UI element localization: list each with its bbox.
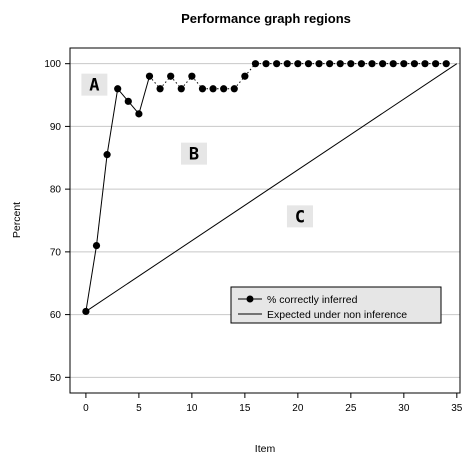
series-correctly-inferred-point [156,85,164,93]
series-correctly-inferred-point [442,60,450,68]
series-correctly-inferred-point [368,60,376,68]
series-correctly-inferred-segment [159,75,172,90]
x-axis-title: Item [255,443,276,455]
series-correctly-inferred-segment [233,75,246,90]
series-correctly-inferred-point [400,60,408,68]
region-box-c [286,205,313,228]
series-correctly-inferred-segment [106,88,119,155]
series-correctly-inferred-point [209,85,217,93]
series-correctly-inferred-point [251,60,260,68]
region-box-a [81,73,108,96]
y-tick-label-60: 60 [50,310,62,321]
series-correctly-inferred-point [198,85,207,93]
series-correctly-inferred-point [114,85,122,93]
series-expected-line [85,63,458,312]
axes-group: 50 60 70 80 90 100 0 5 10 15 20 25 30 35 [44,59,463,414]
legend-box [230,286,442,324]
series-correctly-inferred-point [389,60,397,68]
series-correctly-inferred-segment [85,245,97,312]
series-correctly-inferred-segment [191,75,203,90]
series-correctly-inferred-point [230,85,238,93]
series-correctly-inferred-point [347,60,355,68]
x-tick-label-10: 10 [186,403,198,414]
series-correctly-inferred-point [220,85,228,93]
x-tick-label-30: 30 [398,403,410,414]
series-correctly-inferred-point [82,307,90,316]
y-tick-label-100: 100 [44,59,61,70]
y-axis-title: Percent [11,202,23,238]
series-correctly-inferred-point [135,110,143,118]
series-correctly-inferred-point [326,60,334,68]
series-correctly-inferred-point [167,72,175,80]
plot-area-frame [69,47,461,394]
series-correctly-inferred-point [188,72,196,80]
series-correctly-inferred-point [432,60,440,68]
series-correctly-inferred-segment [244,63,256,77]
series-correctly-inferred-point [294,60,302,68]
series-correctly-inferred-point [262,60,270,68]
series-correctly-inferred-point [379,60,387,68]
series-correctly-inferred-point [283,60,291,68]
y-tick-label-90: 90 [50,122,62,133]
series-correctly-inferred-segment [170,75,182,90]
series-group [82,60,458,316]
series-correctly-inferred-segment [138,76,150,114]
x-tick-label-5: 5 [136,403,142,414]
legend-label-expected: Expected under non inference [267,309,407,321]
series-correctly-inferred-point [410,60,419,68]
series-correctly-inferred-point [304,60,313,68]
series-correctly-inferred-segment [95,154,108,246]
series-correctly-inferred-point [177,85,185,93]
series-correctly-inferred-point [241,72,249,80]
region-label-c: C [295,207,305,227]
legend-marker-correctly-inferred [246,295,254,303]
series-correctly-inferred-point [124,97,132,105]
x-tick-label-20: 20 [292,403,304,414]
series-correctly-inferred-point [103,151,111,159]
y-tick-label-80: 80 [50,185,62,196]
region-label-a: A [89,76,99,96]
chart-title: Performance graph regions [181,11,351,26]
series-correctly-inferred-point [92,241,101,250]
region-labels-group: A B C [81,73,313,228]
series-correctly-inferred-point [145,72,154,80]
series-correctly-inferred-segment [149,75,161,90]
series-correctly-inferred-point [357,60,366,68]
series-correctly-inferred-point [421,60,429,68]
series-correctly-inferred-point [315,60,323,68]
x-tick-label-15: 15 [239,403,251,414]
legend: % correctly inferred Expected under non … [230,286,442,324]
x-tick-label-0: 0 [83,403,89,414]
region-label-b: B [189,145,199,165]
y-tick-label-50: 50 [50,373,62,384]
series-correctly-inferred-segment [180,75,193,90]
y-tick-label-70: 70 [50,247,62,258]
x-tick-label-25: 25 [345,403,357,414]
x-tick-label-35: 35 [451,403,463,414]
legend-label-correctly-inferred: % correctly inferred [267,294,358,306]
series-correctly-inferred-point [273,60,281,68]
series-correctly-inferred-point [336,60,344,68]
region-box-b [180,142,207,165]
